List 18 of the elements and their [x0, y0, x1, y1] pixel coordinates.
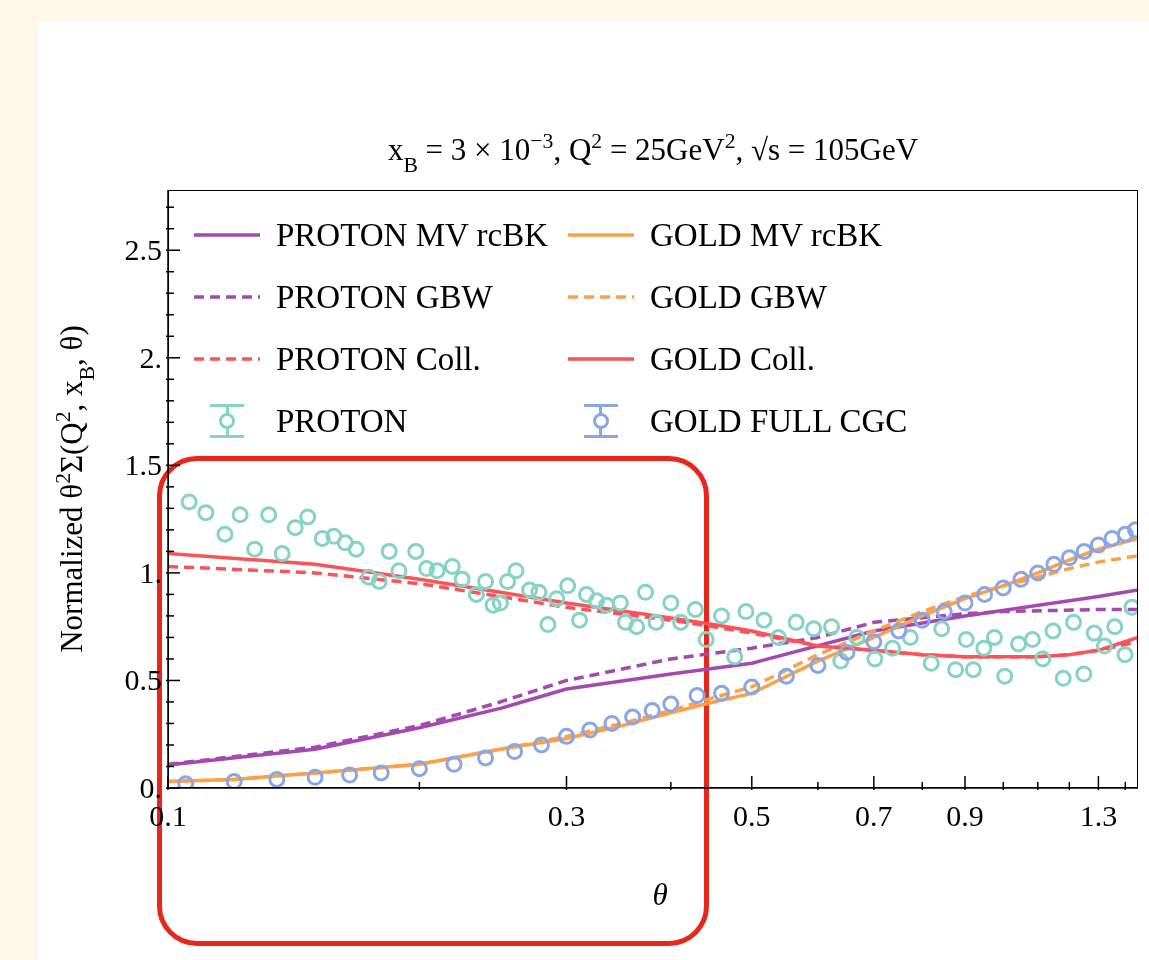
- legend-label: GOLD GBW: [649, 278, 827, 316]
- x-tick-label: 1.3: [1079, 799, 1118, 832]
- y-tick-label: 2.5: [124, 233, 162, 267]
- legend-label: GOLD MV rcBK: [649, 216, 883, 254]
- x-axis-title: θ: [652, 877, 668, 912]
- y-tick-label: 2.: [139, 340, 162, 374]
- legend-label: GOLD Coll.: [649, 340, 815, 378]
- x-tick-label: 0.9: [946, 799, 984, 832]
- x-tick-label: 0.5: [733, 799, 771, 832]
- x-tick-label: 0.3: [547, 799, 586, 832]
- legend-label: PROTON MV rcBK: [276, 216, 548, 254]
- legend-label: GOLD FULL CGC: [649, 402, 908, 440]
- legend-label: PROTON Coll.: [276, 340, 481, 378]
- y-tick-label: 1.5: [124, 448, 162, 482]
- legend-label: PROTON GBW: [276, 278, 493, 316]
- x-tick-label: 0.7: [855, 799, 893, 832]
- legend-label: PROTON: [276, 402, 408, 440]
- chart-title: x$_{B}$ = 3 × 10$^{−3}$, Q$^{2}$ = 25GeV$^{2}$, √s = 105GeV: [387, 129, 919, 177]
